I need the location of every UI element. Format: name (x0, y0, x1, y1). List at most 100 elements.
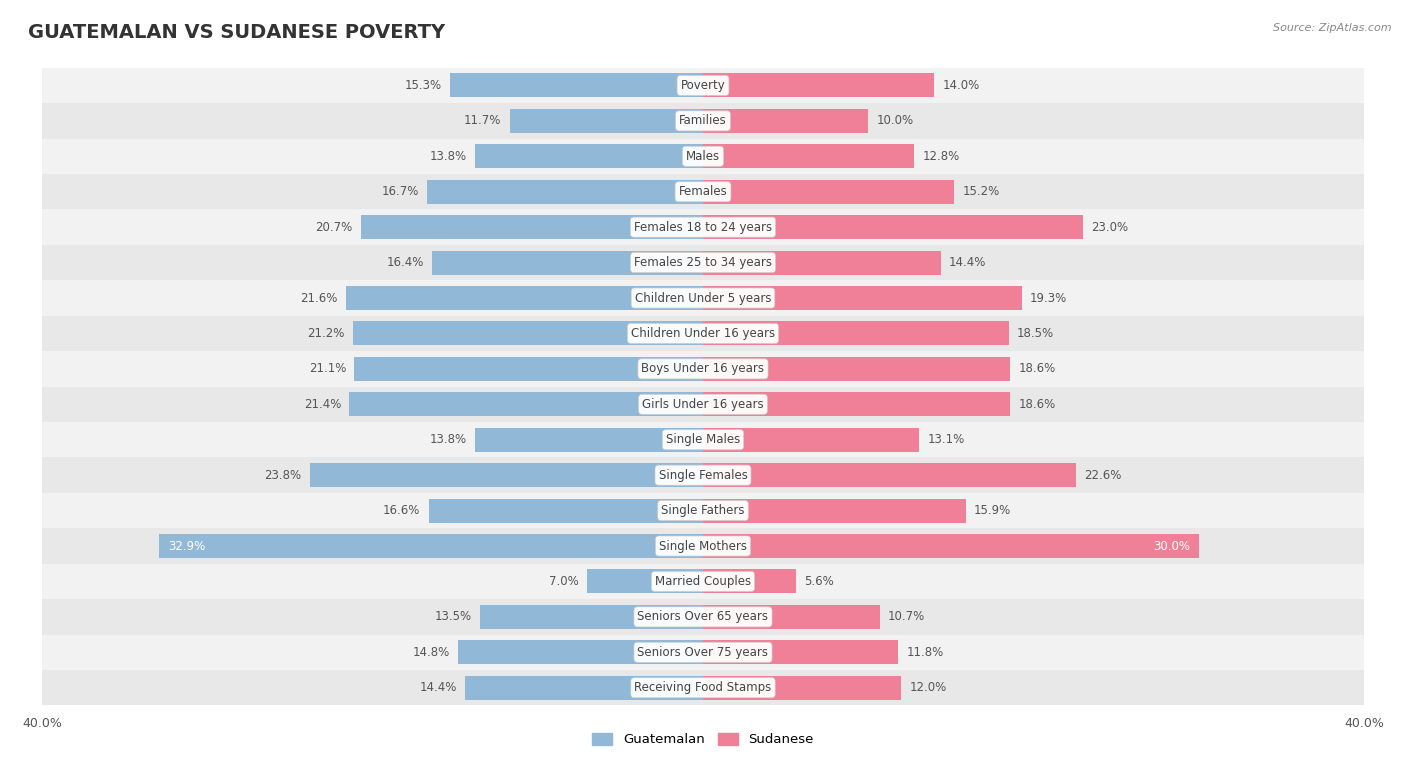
Bar (42, 528, 1364, 564)
Text: Females 18 to 24 years: Females 18 to 24 years (634, 221, 772, 233)
Text: 32.9%: 32.9% (167, 540, 205, 553)
Text: 18.6%: 18.6% (1018, 398, 1056, 411)
Text: 11.7%: 11.7% (464, 114, 502, 127)
Text: 21.1%: 21.1% (309, 362, 346, 375)
Text: 13.5%: 13.5% (434, 610, 471, 623)
Text: 10.0%: 10.0% (876, 114, 914, 127)
Text: 7.0%: 7.0% (550, 575, 579, 588)
Bar (361, 215, 703, 240)
Bar (703, 286, 1022, 310)
Bar (42, 280, 1364, 316)
Bar (42, 209, 1364, 245)
Text: 16.6%: 16.6% (382, 504, 420, 517)
Text: Single Females: Single Females (658, 468, 748, 481)
Text: 14.8%: 14.8% (413, 646, 450, 659)
Bar (159, 534, 703, 558)
Bar (588, 569, 703, 594)
Bar (703, 641, 898, 664)
Bar (458, 641, 703, 664)
Bar (703, 357, 1011, 381)
Bar (429, 499, 703, 522)
Text: 12.8%: 12.8% (922, 150, 960, 163)
Text: 15.2%: 15.2% (962, 185, 1000, 199)
Bar (42, 103, 1364, 139)
Bar (703, 180, 955, 204)
Bar (350, 392, 703, 416)
Bar (353, 321, 703, 346)
Text: 23.8%: 23.8% (264, 468, 301, 481)
Bar (42, 599, 1364, 634)
Text: 14.0%: 14.0% (942, 79, 980, 92)
Text: Single Fathers: Single Fathers (661, 504, 745, 517)
Text: 20.7%: 20.7% (315, 221, 353, 233)
Text: 23.0%: 23.0% (1091, 221, 1129, 233)
Bar (42, 564, 1364, 599)
Bar (432, 251, 703, 274)
Bar (479, 605, 703, 629)
Bar (427, 180, 703, 204)
Text: 30.0%: 30.0% (1153, 540, 1191, 553)
Bar (475, 144, 703, 168)
Text: Married Couples: Married Couples (655, 575, 751, 588)
Text: Single Males: Single Males (666, 434, 740, 446)
Bar (703, 74, 934, 98)
Bar (703, 569, 796, 594)
Bar (42, 387, 1364, 422)
Text: 14.4%: 14.4% (949, 256, 987, 269)
Bar (475, 428, 703, 452)
Text: 15.9%: 15.9% (974, 504, 1011, 517)
Bar (703, 463, 1077, 487)
Text: Seniors Over 75 years: Seniors Over 75 years (637, 646, 769, 659)
Text: 21.4%: 21.4% (304, 398, 342, 411)
Text: Receiving Food Stamps: Receiving Food Stamps (634, 681, 772, 694)
Text: 16.7%: 16.7% (381, 185, 419, 199)
Text: Females: Females (679, 185, 727, 199)
Bar (703, 109, 868, 133)
Bar (42, 670, 1364, 706)
Text: Children Under 5 years: Children Under 5 years (634, 292, 772, 305)
Text: Females 25 to 34 years: Females 25 to 34 years (634, 256, 772, 269)
Legend: Guatemalan, Sudanese: Guatemalan, Sudanese (588, 728, 818, 751)
Text: 21.6%: 21.6% (301, 292, 337, 305)
Bar (465, 675, 703, 700)
Bar (703, 144, 914, 168)
Text: 10.7%: 10.7% (889, 610, 925, 623)
Text: GUATEMALAN VS SUDANESE POVERTY: GUATEMALAN VS SUDANESE POVERTY (28, 23, 446, 42)
Text: Single Mothers: Single Mothers (659, 540, 747, 553)
Bar (703, 534, 1198, 558)
Text: Males: Males (686, 150, 720, 163)
Bar (703, 251, 941, 274)
Bar (703, 675, 901, 700)
Bar (703, 392, 1011, 416)
Bar (703, 321, 1008, 346)
Bar (42, 174, 1364, 209)
Text: Girls Under 16 years: Girls Under 16 years (643, 398, 763, 411)
Bar (703, 499, 966, 522)
Bar (510, 109, 703, 133)
Bar (42, 245, 1364, 280)
Text: Children Under 16 years: Children Under 16 years (631, 327, 775, 340)
Bar (450, 74, 703, 98)
Text: Seniors Over 65 years: Seniors Over 65 years (637, 610, 769, 623)
Text: 22.6%: 22.6% (1084, 468, 1122, 481)
Text: Source: ZipAtlas.com: Source: ZipAtlas.com (1274, 23, 1392, 33)
Bar (354, 357, 703, 381)
Text: 21.2%: 21.2% (307, 327, 344, 340)
Bar (703, 605, 880, 629)
Text: 18.5%: 18.5% (1017, 327, 1054, 340)
Bar (42, 422, 1364, 457)
Bar (42, 351, 1364, 387)
Bar (42, 493, 1364, 528)
Text: 11.8%: 11.8% (907, 646, 943, 659)
Text: 16.4%: 16.4% (387, 256, 423, 269)
Text: Families: Families (679, 114, 727, 127)
Bar (42, 316, 1364, 351)
Text: 13.8%: 13.8% (430, 150, 467, 163)
Text: Boys Under 16 years: Boys Under 16 years (641, 362, 765, 375)
Text: 12.0%: 12.0% (910, 681, 946, 694)
Bar (703, 215, 1083, 240)
Bar (346, 286, 703, 310)
Text: 13.1%: 13.1% (928, 434, 965, 446)
Bar (42, 139, 1364, 174)
Text: 13.8%: 13.8% (430, 434, 467, 446)
